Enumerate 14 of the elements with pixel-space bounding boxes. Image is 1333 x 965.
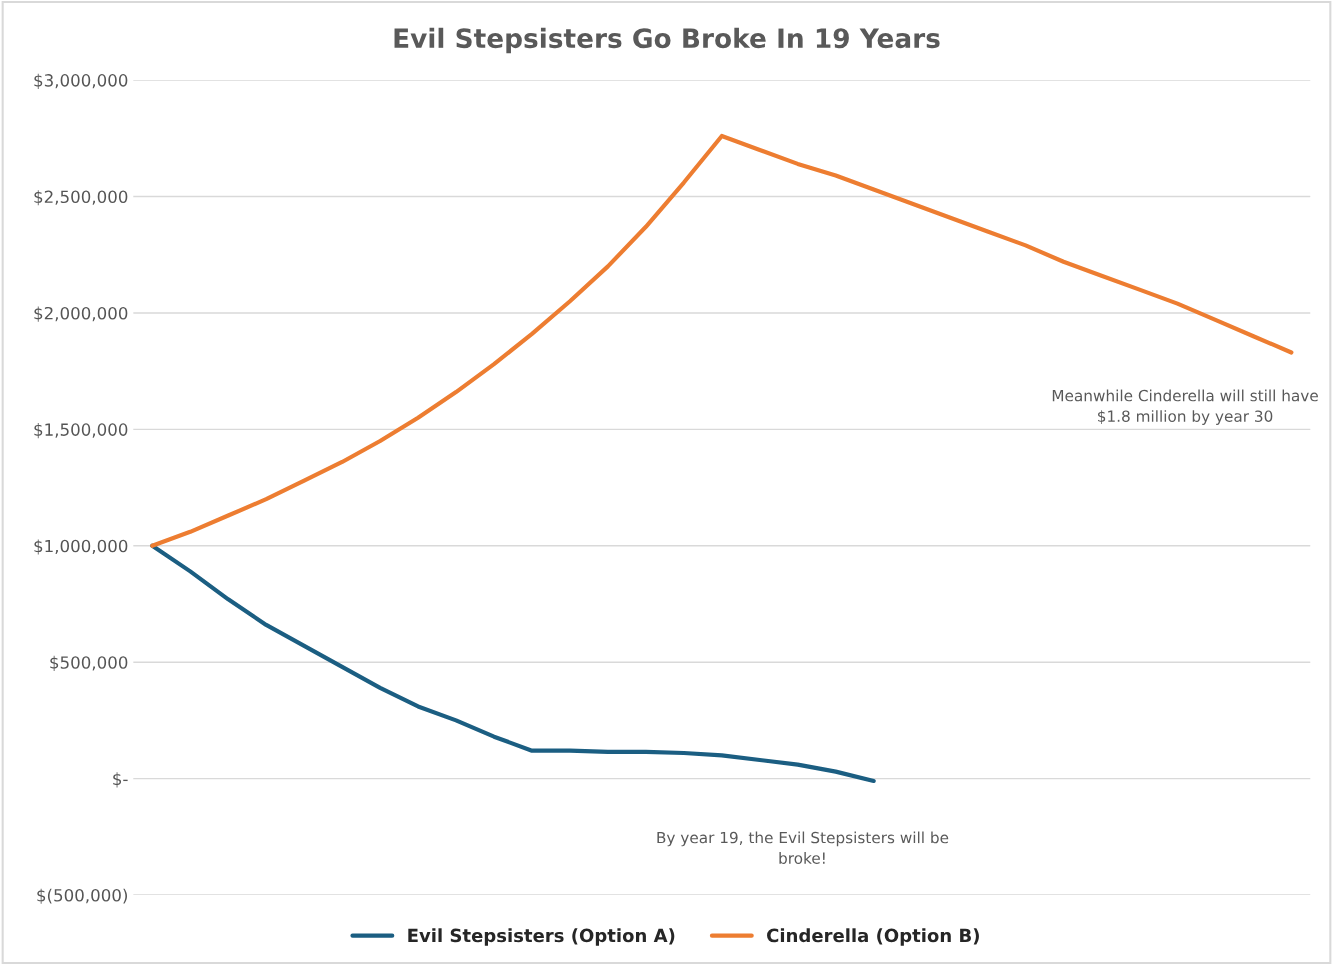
y-tick-label: $3,000,000	[34, 73, 128, 89]
y-tick-label: $(500,000)	[37, 888, 127, 904]
y-tick-label: $2,000,000	[34, 306, 128, 322]
y-tick-label: $500,000	[50, 655, 128, 671]
legend-label: Evil Stepsisters (Option A)	[408, 928, 675, 946]
annotation: Meanwhile Cinderella will still have $1.8 million by year 30	[1052, 389, 1318, 425]
y-tick-label: $2,500,000	[34, 190, 128, 206]
line-series	[150, 543, 876, 784]
chart-title: Evil Stepsisters Go Broke In 19 Years	[394, 27, 940, 54]
legend-label: Cinderella (Option B)	[767, 928, 979, 946]
y-tick-label: $1,500,000	[34, 423, 128, 439]
y-tick-label: $-	[113, 772, 128, 788]
annotation: By year 19, the Evil Stepsisters will be broke!	[657, 831, 949, 864]
y-tick-label: $1,000,000	[34, 539, 128, 555]
